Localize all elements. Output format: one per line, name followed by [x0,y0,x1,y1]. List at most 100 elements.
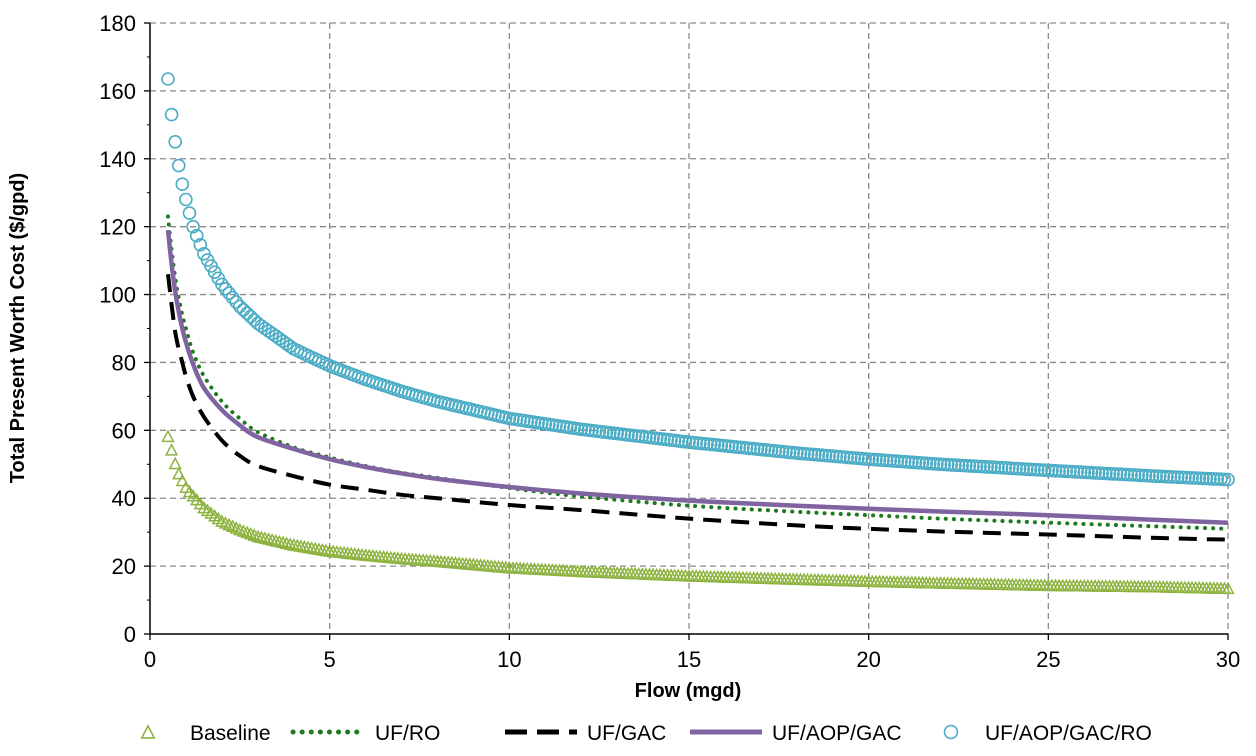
grid [150,22,1229,634]
data-point [1052,464,1066,478]
x-tick-label: 25 [1036,647,1060,672]
series-baseline [161,429,1235,595]
data-point [1005,461,1020,476]
data-point [926,456,941,471]
data-point [175,177,190,191]
data-point [1102,466,1117,481]
data-point [164,107,179,122]
data-point [215,277,229,292]
y-tick-label: 120 [99,215,136,240]
x-tick-label: 20 [856,647,880,672]
data-point [951,458,966,473]
data-point [161,429,175,443]
data-point [1167,470,1181,484]
data-point [1055,464,1070,479]
data-point [1037,463,1052,478]
data-point [861,452,876,467]
data-point [1188,471,1203,485]
data-point [1095,466,1109,481]
data-point [1073,465,1088,479]
series-uf-gac [166,273,1229,542]
data-point [944,458,959,472]
data-point [1185,471,1199,485]
data-point [233,299,247,314]
data-point [1113,467,1127,482]
x-tick-label: 10 [497,647,521,672]
data-point [1020,462,1034,477]
data-point [261,532,276,545]
data-point [1016,462,1031,476]
data-point [168,135,182,149]
data-point [966,459,980,473]
data-point [1142,468,1156,483]
data-point [243,309,258,324]
data-point [218,281,233,296]
data-point [222,286,236,301]
data-point [247,528,261,541]
data-point [1217,472,1232,487]
data-point [1045,463,1059,478]
data-point [1124,467,1138,482]
data-point [1012,461,1027,476]
y-tick-label: 100 [99,283,136,308]
data-point [998,461,1013,475]
data-point [251,529,265,543]
data-point [269,533,283,547]
axes [144,22,1229,640]
legend-label: UF/AOP/GAC [772,722,902,745]
y-tick-label: 80 [112,350,136,375]
legend-item-uf-ro: UF/RO [290,722,440,745]
data-point [175,473,189,487]
data-point [229,295,243,309]
data-point [1081,465,1095,480]
data-point [279,536,294,549]
data-point [1210,472,1224,486]
data-point [1206,472,1221,486]
data-point [1120,467,1135,482]
data-point [215,514,229,527]
series-uf-aop-gac-ro [161,72,1235,487]
data-point [164,443,179,456]
data-point [933,457,948,472]
data-point [919,456,934,471]
data-point [186,219,200,234]
data-point [886,454,901,468]
data-point [283,537,297,550]
data-point [980,460,995,474]
plot-area [161,72,1235,595]
legend-label: Baseline [190,722,271,745]
data-point [233,522,247,536]
y-tick-label: 160 [99,79,136,104]
data-point [236,302,251,317]
data-point [254,530,269,544]
data-point [987,460,1002,475]
data-point [1048,463,1063,478]
data-point [1163,469,1178,484]
legend-item-uf-gac: UF/GAC [505,722,666,745]
tick-labels: 0 20 40 60 80 100 120 140 160 180 0 5 10 15 20 25 30 [99,11,1240,672]
legend-label: UF/GAC [587,722,666,745]
data-point [969,459,984,474]
data-point [172,466,186,480]
data-point [940,457,955,472]
data-point [1059,464,1074,479]
data-point [983,460,998,474]
data-point [258,531,272,544]
y-tick-label: 180 [99,11,136,36]
data-point [1174,470,1189,485]
y-tick-label: 40 [112,486,136,511]
data-point [958,458,973,473]
series-uf-aop-gac [165,229,1229,525]
legend-item-baseline: Baseline [140,722,271,745]
legend-item-uf-aop-gac: UF/AOP/GAC [690,722,902,745]
data-point [879,453,894,468]
data-point [1178,470,1192,485]
data-point [193,238,208,252]
y-tick-label: 0 [124,622,136,647]
data-point [254,319,269,333]
data-point [1106,467,1120,481]
data-point [272,534,287,548]
data-point [1149,469,1163,484]
data-point [1196,471,1210,486]
data-point [1023,462,1038,477]
